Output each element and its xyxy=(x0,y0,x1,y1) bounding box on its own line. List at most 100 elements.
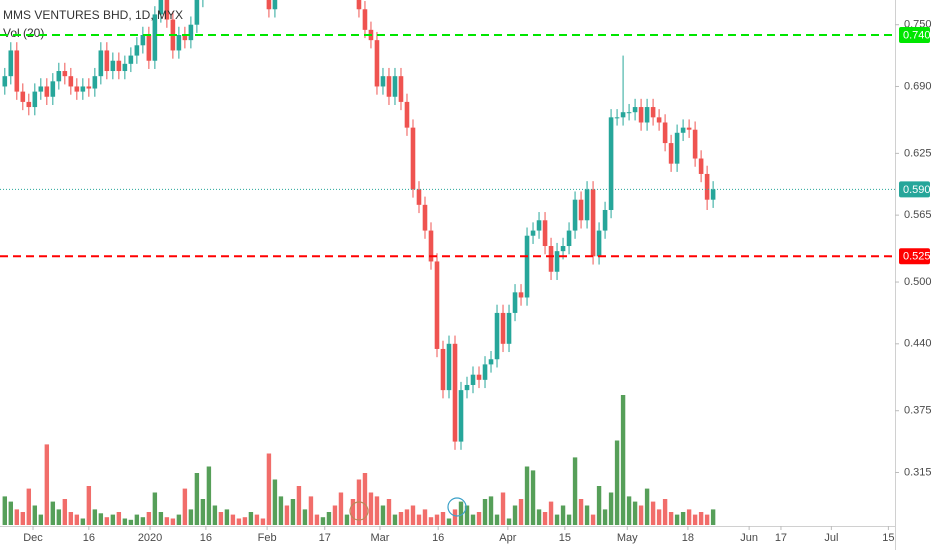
candle-body xyxy=(524,235,530,298)
volume-bar xyxy=(200,499,206,525)
candle-body xyxy=(140,34,146,46)
candle-body xyxy=(380,76,386,87)
candle-body xyxy=(356,0,362,10)
volume-bar xyxy=(170,518,176,525)
volume-bar xyxy=(488,496,494,525)
candle-body xyxy=(488,359,494,365)
volume-bar xyxy=(422,509,428,525)
volume-bar xyxy=(686,509,692,525)
volume-bar xyxy=(500,492,506,525)
x-tick-label: 17 xyxy=(775,532,787,544)
candle-body xyxy=(122,63,128,72)
candle-body xyxy=(266,0,272,10)
volume-bar xyxy=(104,517,110,525)
volume-bar xyxy=(440,512,446,525)
volume-bar xyxy=(122,518,128,525)
candle-body xyxy=(578,199,584,221)
volume-bar xyxy=(560,505,566,525)
volume-bar xyxy=(554,514,560,525)
x-tick-label: 15 xyxy=(882,532,894,544)
candle-body xyxy=(458,390,464,442)
volume-bar xyxy=(344,514,350,525)
volume-bar xyxy=(92,509,98,525)
y-tick-label: 0.625 xyxy=(904,147,932,159)
volume-bar xyxy=(218,512,224,525)
candle-body xyxy=(680,127,686,133)
volume-bar xyxy=(614,440,620,525)
candle-body xyxy=(470,374,476,385)
volume-bar xyxy=(602,509,608,525)
candle-body xyxy=(404,101,410,128)
volume-bar xyxy=(290,499,296,525)
volume-bar xyxy=(524,466,530,525)
candle-body xyxy=(710,189,716,200)
volume-bar xyxy=(182,488,188,525)
candle-body xyxy=(74,86,80,92)
volume-bar xyxy=(668,512,674,525)
volume-bar xyxy=(32,505,38,525)
volume-bar xyxy=(2,496,8,525)
y-tick-label: 0.565 xyxy=(904,209,932,221)
volume-bar xyxy=(284,505,290,525)
y-tick-label: 0.440 xyxy=(904,338,932,350)
x-tick-label: 15 xyxy=(559,532,571,544)
candle-body xyxy=(542,220,548,247)
event-icon[interactable] xyxy=(447,497,467,517)
candle-body xyxy=(602,209,608,231)
candle-body xyxy=(572,199,578,231)
volume-bar xyxy=(236,518,242,525)
candle-body xyxy=(92,76,98,89)
price-tag-label: 0.590 xyxy=(903,184,931,196)
candle-body xyxy=(554,251,560,272)
volume-bar xyxy=(680,512,686,525)
volume-bar xyxy=(176,514,182,525)
candle-body xyxy=(80,86,86,92)
volume-bar xyxy=(428,517,434,525)
candle-body xyxy=(416,189,422,205)
candle-body xyxy=(32,91,38,108)
candle-body xyxy=(188,24,194,41)
event-icon[interactable] xyxy=(349,501,369,521)
x-tick-label: 16 xyxy=(83,532,95,544)
volume-bar xyxy=(374,496,380,525)
volume-bar xyxy=(578,499,584,525)
y-tick-label: 0.315 xyxy=(904,466,932,478)
volume-bar xyxy=(596,486,602,525)
volume-bar xyxy=(152,492,158,525)
volume-bar xyxy=(542,512,548,525)
candle-body xyxy=(410,127,416,190)
candle-body xyxy=(176,34,182,51)
candle-body xyxy=(518,292,524,298)
x-tick-label: May xyxy=(617,532,638,544)
volume-bar xyxy=(248,512,254,525)
volume-bar xyxy=(212,505,218,525)
volume-bar xyxy=(206,466,212,525)
candle-body xyxy=(2,76,8,87)
volume-bar xyxy=(242,517,248,525)
volume-bar xyxy=(608,492,614,525)
candle-body xyxy=(434,261,440,349)
volume-legend: Vol (20) xyxy=(3,26,44,40)
volume-bar xyxy=(644,488,650,525)
volume-bar xyxy=(98,513,104,525)
volume-bar xyxy=(326,512,332,525)
volume-bar xyxy=(704,514,710,525)
volume-bar xyxy=(386,499,392,525)
candle-body xyxy=(530,230,536,236)
volume-bar xyxy=(86,486,92,525)
volume-bar xyxy=(164,517,170,525)
y-tick-label: 0.500 xyxy=(904,276,932,288)
volume-bar xyxy=(296,486,302,525)
candle-body xyxy=(452,343,458,442)
volume-bar xyxy=(134,514,140,525)
candle-body xyxy=(650,107,656,118)
volume-bar xyxy=(224,509,230,525)
plot-area xyxy=(2,0,716,525)
x-tick-label: 16 xyxy=(200,532,212,544)
price-tag xyxy=(899,248,930,265)
candle-body xyxy=(68,76,74,87)
y-tick-label: 0.375 xyxy=(904,405,932,417)
volume-bar xyxy=(458,501,464,525)
candle-body xyxy=(620,112,626,118)
candle-body xyxy=(98,50,104,77)
